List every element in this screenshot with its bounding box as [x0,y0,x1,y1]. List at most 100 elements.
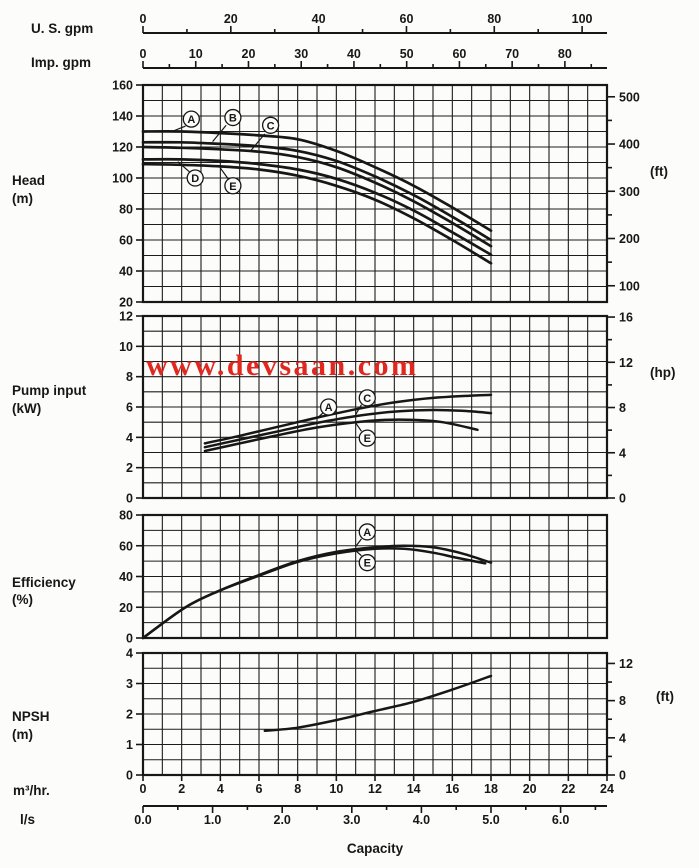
efficiency-axis-title: Efficiency [12,575,76,590]
head-ytick-label: 140 [112,110,133,124]
pump_input-right-tick-label: 4 [619,446,626,460]
pump_input-curve-label-C: C [355,389,376,415]
npsh-ytick-label: 2 [126,708,133,722]
pump_input-curve-C [203,408,493,449]
tick-label: 4.0 [413,813,430,827]
tick-label: 20 [224,12,238,26]
tick-label: 80 [558,47,572,61]
efficiency-axis-unit: (%) [12,592,33,607]
head-ytick-label: 160 [112,79,133,93]
efficiency-ytick-label: 40 [119,570,133,584]
tick-label: 20 [242,47,256,61]
pump_input-ytick-label: 4 [126,431,133,445]
m3hr-tick-label: 10 [329,782,343,796]
curve-letter: A [325,402,333,414]
pump_input-right-tick-label: 12 [619,356,633,370]
ls-axis-title: l/s [20,812,36,827]
m3hr-tick-label: 8 [294,782,301,796]
capacity-axis-title: Capacity [346,841,404,856]
head-ytick-label: 40 [119,265,133,279]
npsh-right-tick-label: 0 [619,769,626,783]
npsh-right-axis-unit: (ft) [656,689,674,704]
npsh-ytick-label: 1 [126,738,133,752]
tick-label: 50 [400,47,414,61]
head-curve-label-A: A [171,110,200,133]
npsh-axis-unit: (m) [12,727,33,742]
m3hr-tick-label: 18 [484,782,498,796]
tick-label: 5.0 [482,813,499,827]
pump-right-axis-unit: (hp) [650,365,676,380]
curve-letter: C [267,120,275,132]
npsh-right-tick-label: 4 [619,731,626,745]
imp-gpm-axis-title: Imp. gpm [31,55,91,70]
pump_input-ytick-label: 6 [126,401,133,415]
m3hr-tick-label: 0 [140,782,147,796]
curve-letter: E [229,181,236,193]
pump_input-ytick-label: 2 [126,461,133,475]
pump_input-curve-E [203,418,479,453]
npsh-ytick-label: 3 [126,677,133,691]
curve-letter: E [364,558,371,570]
tick-label: 60 [400,12,414,26]
tick-label: 40 [312,12,326,26]
m3hr-tick-label: 12 [368,782,382,796]
pump_input-curve-label-E: E [355,422,376,447]
pump_input-panel: 12 10 8 6 4 2 0 0 4 8 12 16 A C E [119,310,633,506]
npsh-grid [143,653,607,775]
curve-letter: B [229,113,237,125]
tick-label: 60 [452,47,466,61]
pump_input-right-tick-label: 0 [619,492,626,506]
npsh-panel: 4 3 2 1 0 0 4 8 12 [126,647,633,783]
pump_input-ytick-label: 10 [119,340,133,354]
tick-label: 0.0 [134,813,151,827]
tick-label: 0 [140,12,147,26]
tick-label: 3.0 [343,813,360,827]
head-curve-B [141,140,493,242]
pump_input-ytick-label: 12 [119,310,133,324]
head-right-tick-label: 200 [619,232,640,246]
tick-label: 1.0 [204,813,221,827]
tick-label: 30 [294,47,308,61]
pump_input-ytick-label: 0 [126,492,133,506]
m3hr-tick-label: 20 [523,782,537,796]
head-border [141,83,609,304]
m3hr-tick-label: 6 [256,782,263,796]
pump-input-axis-unit: (kW) [12,401,42,416]
head-curve-label-C: C [250,116,280,151]
npsh-right-tick-label: 12 [619,657,633,671]
pump_input-ytick-label: 8 [126,370,133,384]
head-axis-unit: (m) [12,191,33,206]
tick-label: 80 [487,12,501,26]
efficiency-ytick-label: 20 [119,601,133,615]
head-right-tick-label: 100 [619,279,640,293]
head-axis-title: Head [12,173,46,188]
m3hr-tick-label: 16 [445,782,459,796]
efficiency-panel: 80 60 40 20 0 A E [119,509,609,646]
head-curve-E [141,162,493,265]
npsh-curve-NPSH [263,674,493,733]
head-right-tick-label: 300 [619,185,640,199]
curve-letter: A [187,114,195,126]
npsh-right-tick-label: 8 [619,694,626,708]
m3hr-axis-title: m³/hr. [13,783,50,798]
m3hr-axis: 0 2 4 6 8 10 12 14 16 18 20 22 24 [140,775,614,796]
tick-label: 10 [189,47,203,61]
head-right-axis-unit: (ft) [650,164,668,179]
head-right-tick-label: 400 [619,138,640,152]
head-ytick-label: 120 [112,141,133,155]
tick-label: 40 [347,47,361,61]
imp_gpm-scale-axis: 0 10 20 30 40 50 60 70 80 [140,47,607,69]
curve-letter: D [191,173,199,185]
pump_input-grid [143,316,607,498]
pump_input-curve-A [203,393,493,445]
npsh-axis-title: NPSH [12,709,50,724]
tick-label: 100 [572,12,593,26]
tick-label: 2.0 [274,813,291,827]
l_s-scale-axis: 0.0 1.0 2.0 3.0 4.0 5.0 6.0 [134,805,607,827]
efficiency-ytick-label: 60 [119,539,133,553]
head-curve-label-D: D [177,161,204,187]
efficiency-ytick-label: 0 [126,632,133,646]
m3hr-tick-label: 22 [561,782,575,796]
